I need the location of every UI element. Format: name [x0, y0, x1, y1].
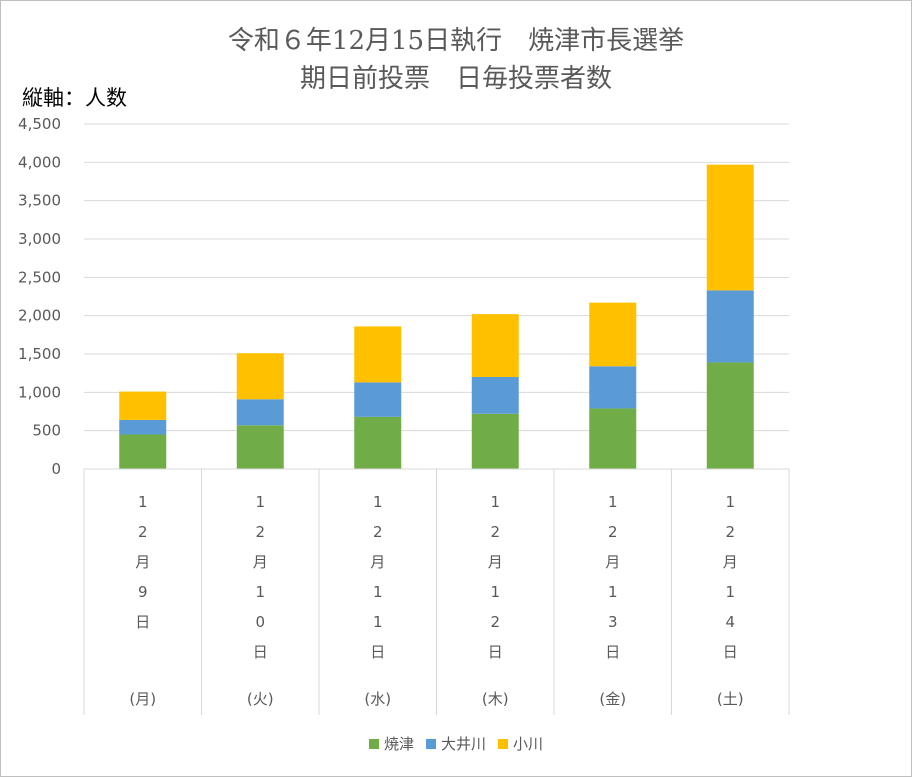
x-tick-label-char: 1: [373, 583, 383, 601]
x-tick-label-char: 1: [725, 493, 735, 511]
bar-segment: [119, 419, 167, 435]
x-tick-label-char: 日: [135, 613, 150, 631]
x-tick-label-char: 月: [253, 553, 268, 571]
x-tick-label-char: 日: [605, 643, 620, 661]
x-tick-label-char: 1: [490, 493, 500, 511]
bar-segment: [236, 399, 284, 426]
y-tick-label: 3,500: [18, 192, 61, 210]
legend-swatch: [425, 738, 436, 749]
x-tick-label-char: 2: [255, 523, 265, 541]
y-tick-label: 2,000: [18, 307, 61, 325]
x-tick-label-char: 1: [255, 583, 265, 601]
x-tick-label-char: 2: [725, 523, 735, 541]
legend-label: 焼津: [383, 735, 414, 753]
y-axis-title: 縦軸：人数: [22, 86, 127, 110]
x-tick-label-char: 月: [370, 553, 385, 571]
legend-swatch: [498, 738, 508, 749]
bar-segment: [354, 326, 402, 383]
x-tick-label-char: 4: [725, 613, 735, 631]
x-tick-weekday: (土): [717, 690, 744, 708]
x-tick-weekday: (月): [129, 690, 156, 708]
bar-segment: [589, 302, 637, 367]
bar-segment: [354, 382, 402, 417]
y-tick-label: 3,000: [18, 230, 61, 248]
bar-segment: [119, 434, 167, 469]
x-tick-label-char: 1: [373, 493, 383, 511]
y-tick-label: 500: [32, 422, 61, 440]
x-tick-label-char: 1: [255, 493, 265, 511]
x-tick-label-char: 月: [488, 553, 503, 571]
x-tick-label-char: 月: [135, 553, 150, 571]
y-tick-label: 0: [51, 460, 61, 478]
legend-label: 大井川: [440, 735, 486, 753]
x-tick-label-char: 1: [608, 493, 618, 511]
bar-segment: [589, 408, 637, 469]
x-tick-label-char: 2: [490, 613, 500, 631]
bar-segment: [589, 366, 637, 409]
legend-swatch: [368, 738, 379, 749]
x-tick-label-char: 1: [725, 583, 735, 601]
x-tick-label-char: 1: [373, 613, 383, 631]
chart-title-line-2: 期日前投票 日毎投票者数: [299, 64, 612, 94]
x-tick-label-char: 日: [370, 643, 385, 661]
bar-segment: [354, 416, 402, 469]
x-tick-weekday: (水): [364, 690, 391, 708]
bar-segment: [471, 413, 519, 469]
legend-item: 小川: [498, 733, 543, 754]
bar-segment: [706, 362, 754, 469]
bar-segment: [471, 377, 519, 414]
x-tick-label-char: 2: [373, 523, 383, 541]
x-tick-label-char: 3: [608, 613, 618, 631]
x-tick-label-char: 9: [138, 583, 148, 601]
bar-segment: [236, 425, 284, 469]
x-tick-label-char: 日: [253, 643, 268, 661]
x-tick-label-char: 日: [723, 643, 738, 661]
y-tick-label: 1,500: [18, 345, 61, 363]
y-tick-label: 4,500: [18, 115, 61, 133]
x-tick-label-char: 2: [608, 523, 618, 541]
legend-label: 小川: [513, 735, 544, 753]
x-tick-weekday: (金): [599, 690, 626, 708]
x-tick-label-char: 月: [723, 553, 738, 571]
y-tick-label: 1,000: [18, 383, 61, 401]
x-tick-label-char: 0: [255, 613, 265, 631]
chart-title-line-1: 令和６年12月15日執行 焼津市長選挙: [227, 26, 685, 56]
legend-item: 大井川: [425, 733, 486, 754]
x-tick-label-char: 1: [490, 583, 500, 601]
x-tick-label-char: 月: [605, 553, 620, 571]
x-tick-weekday: (火): [247, 690, 274, 708]
legend-item: 焼津: [368, 733, 414, 754]
bar-segment: [236, 353, 284, 400]
x-tick-label-char: 2: [138, 523, 148, 541]
bar-segment: [706, 290, 754, 363]
y-tick-label: 2,500: [18, 268, 61, 286]
x-tick-weekday: (木): [482, 690, 509, 708]
x-tick-label-char: 1: [608, 583, 618, 601]
x-tick-label-char: 1: [138, 493, 148, 511]
bar-segment: [119, 391, 167, 420]
legend: 焼津 大井川 小川: [0, 733, 912, 754]
x-tick-label-char: 日: [488, 643, 503, 661]
bar-segment: [706, 164, 754, 291]
bar-segment: [471, 314, 519, 377]
y-tick-label: 4,000: [18, 153, 61, 171]
x-tick-label-char: 2: [490, 523, 500, 541]
